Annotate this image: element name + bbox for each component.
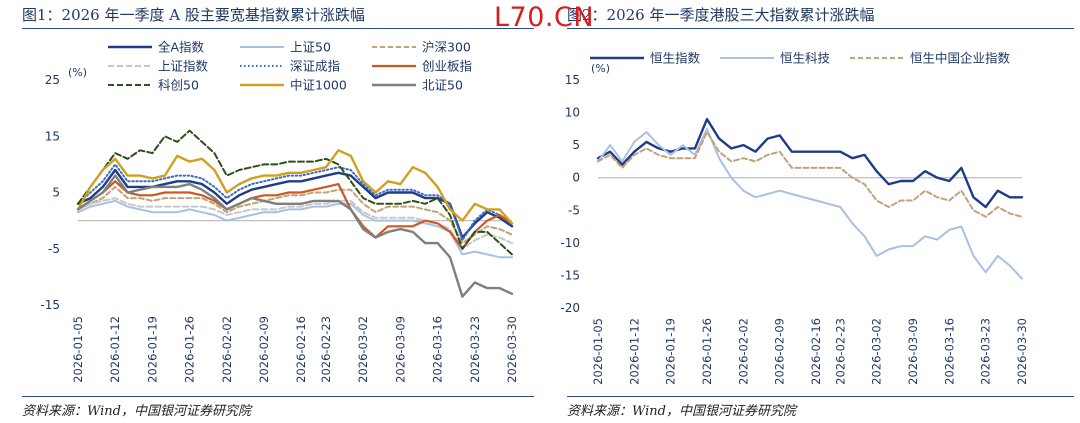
x-tick-label: 2026-01-19 xyxy=(664,318,678,385)
x-tick-label: 2026-01-05 xyxy=(591,318,605,385)
legend-label: 恒生中国企业指数 xyxy=(910,51,1011,66)
series-line-1-0 xyxy=(596,117,1024,209)
right-title-rule xyxy=(567,28,1074,29)
series-line-1-2 xyxy=(597,131,1023,218)
x-tick-label: 2026-01-19 xyxy=(145,316,159,383)
x-tick-label: 2026-02-02 xyxy=(736,318,750,385)
y-tick-label: -20 xyxy=(560,301,580,315)
x-tick-label: 2026-01-12 xyxy=(108,316,122,383)
legend-label: 上证指数 xyxy=(158,59,209,74)
y-tick-label: 15 xyxy=(45,129,60,143)
legend-label: 科创50 xyxy=(158,78,199,93)
y-tick-label: 15 xyxy=(565,73,580,87)
y-unit-label: (%) xyxy=(591,62,610,75)
legend-label: 恒生指数 xyxy=(650,51,701,66)
series-line-1-1 xyxy=(597,127,1023,280)
left-title-rule xyxy=(22,28,534,29)
x-tick-label: 2026-03-09 xyxy=(393,316,407,383)
x-tick-label: 2026-02-23 xyxy=(319,316,333,383)
x-tick-label: 2026-01-26 xyxy=(700,318,714,385)
watermark-logo: L70.CN xyxy=(494,2,595,33)
y-tick-label: -15 xyxy=(40,298,60,312)
x-tick-label: 2026-02-23 xyxy=(833,318,847,385)
right-source-rule xyxy=(567,396,1074,397)
legend-label: 北证50 xyxy=(422,78,463,93)
y-tick-label: 10 xyxy=(565,106,580,120)
y-tick-label: 5 xyxy=(52,186,60,200)
x-tick-label: 2026-03-09 xyxy=(906,318,920,385)
legend-label: 恒生科技 xyxy=(780,51,831,66)
y-tick-label: -15 xyxy=(560,268,580,282)
left-source-rule xyxy=(22,396,534,397)
x-tick-label: 2026-02-02 xyxy=(220,316,234,383)
legend-label: 上证50 xyxy=(290,40,331,55)
left-source-note: 资料来源：Wind，中国银河证券研究院 xyxy=(22,404,251,419)
series-line-0-6 xyxy=(77,129,513,256)
x-tick-label: 2026-03-02 xyxy=(870,318,884,385)
right-line-chart: (%) 15 10 5 0 -5 -10 -15 -20 2026-01-05 2026-01-12… xyxy=(560,51,1029,385)
series-line-0-5 xyxy=(76,180,514,250)
x-tick-label: 2026-01-05 xyxy=(71,316,85,383)
x-tick-label: 2026-03-16 xyxy=(431,316,445,383)
x-tick-label: 2026-03-02 xyxy=(356,316,370,383)
series-line-0-8 xyxy=(76,174,514,298)
y-unit-label: (%) xyxy=(68,66,87,79)
left-chart-panel: 图1：2026 年一季度 A 股主要宽基指数累计涨跌幅 (%) 25 15 5 -5 -1… xyxy=(22,6,534,419)
legend-label: 中证1000 xyxy=(290,78,347,93)
x-tick-label: 2026-03-30 xyxy=(505,316,519,383)
x-tick-label: 2026-02-09 xyxy=(257,316,271,383)
right-chart-title: 图2：2026 年一季度港股三大指数累计涨跌幅 xyxy=(567,6,875,24)
legend-label: 沪深300 xyxy=(422,40,471,55)
x-tick-label: 2026-02-16 xyxy=(294,316,308,383)
x-tick-label: 2026-01-26 xyxy=(183,316,197,383)
series-line-0-7 xyxy=(76,149,514,225)
y-tick-label: 5 xyxy=(572,138,580,152)
right-chart-panel: 图2：2026 年一季度港股三大指数累计涨跌幅 (%) 15 10 5 0 -5 -10 -1… xyxy=(545,0,1080,423)
x-tick-label: 2026-03-16 xyxy=(942,318,956,385)
series-line-0-2 xyxy=(77,185,513,245)
left-chart-title: 图1：2026 年一季度 A 股主要宽基指数累计涨跌幅 xyxy=(22,6,365,24)
right-source-note: 资料来源：Wind，中国银河证券研究院 xyxy=(567,404,796,419)
y-tick-label: 25 xyxy=(45,73,60,87)
y-tick-label: -10 xyxy=(560,236,580,250)
x-tick-label: 2026-02-09 xyxy=(773,318,787,385)
legend-label: 全A指数 xyxy=(158,40,205,55)
x-tick-label: 2026-01-12 xyxy=(627,318,641,385)
x-tick-label: 2026-03-23 xyxy=(468,316,482,383)
y-tick-label: -5 xyxy=(568,203,580,217)
y-tick-label: -5 xyxy=(48,242,60,256)
series-line-0-1 xyxy=(77,199,513,259)
y-tick-label: 0 xyxy=(572,171,580,185)
x-tick-label: 2026-03-30 xyxy=(1015,318,1029,385)
x-tick-label: 2026-03-23 xyxy=(979,318,993,385)
left-line-chart: (%) 25 15 5 -5 -15 2026-01-05 2026-01-12 2026-01… xyxy=(40,40,519,383)
legend-label: 深证成指 xyxy=(290,59,340,74)
legend-label: 创业板指 xyxy=(422,59,472,74)
x-tick-label: 2026-02-16 xyxy=(809,318,823,385)
series-line-0-4 xyxy=(77,163,513,242)
